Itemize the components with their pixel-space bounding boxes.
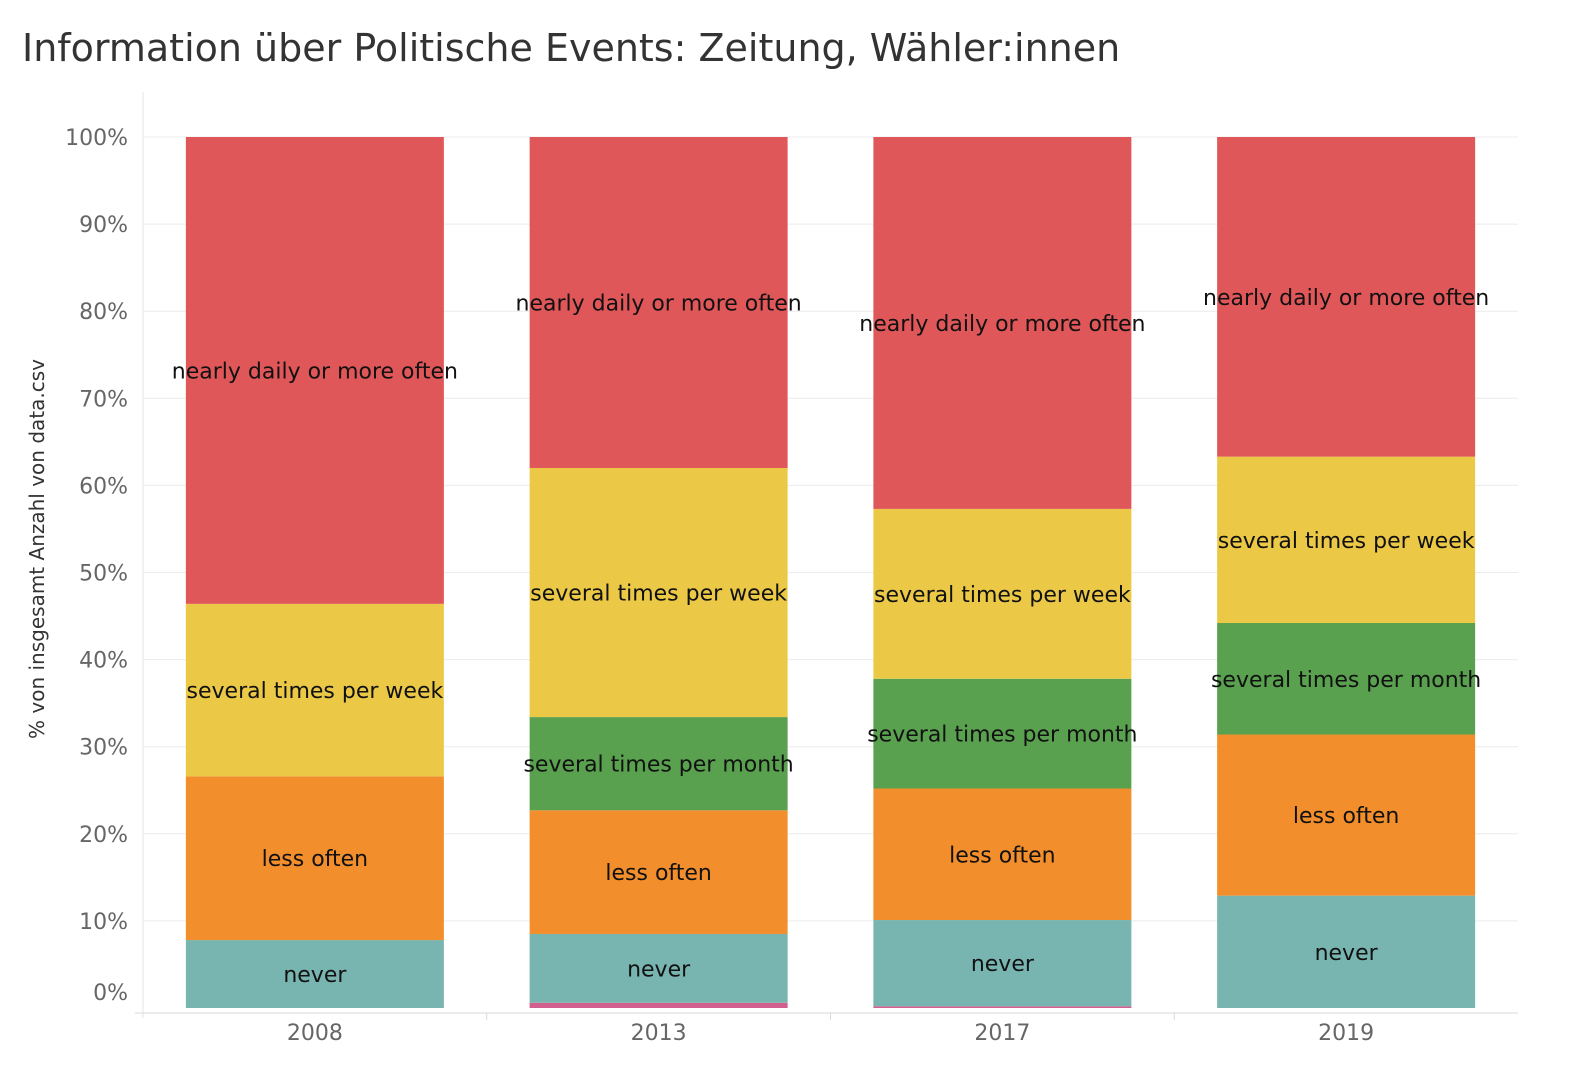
y-tick-label: 80%	[79, 300, 128, 325]
x-tick-label: 2017	[974, 1021, 1030, 1046]
segment-label: nearly daily or more often	[1203, 286, 1489, 311]
bar-segment	[529, 933, 788, 1003]
y-tick-label: 20%	[79, 823, 128, 848]
y-tick-label: 60%	[79, 474, 128, 499]
segment-label: nearly daily or more often	[516, 291, 802, 316]
segment-label: less often	[605, 861, 712, 886]
y-axis-title: % von insgesamt Anzahl von data.csv	[25, 359, 49, 739]
bar-segment	[1217, 734, 1476, 896]
bar-segment	[1217, 895, 1476, 1008]
segment-label: never	[971, 952, 1035, 977]
bar-segment	[185, 940, 444, 1008]
x-axis: 2008 2013 2017 2019	[135, 1012, 1518, 1046]
bar-segment	[873, 508, 1132, 679]
bar-segment	[529, 810, 788, 934]
y-axis: 0% 10% 20% 30% 40% 50% 60% 70% 80% 90% 100%	[65, 92, 144, 1018]
bar-segment	[529, 467, 788, 718]
y-tick-label: 100%	[65, 126, 128, 151]
bar-segment	[873, 1006, 1132, 1008]
bar-segment	[529, 1002, 788, 1008]
chart-title: Information über Politische Events: Zeit…	[22, 26, 1121, 70]
segment-label: several times per week	[1218, 529, 1475, 554]
segment-label: nearly daily or more often	[172, 359, 458, 384]
segment-label: nearly daily or more often	[859, 312, 1145, 337]
x-tick-label: 2013	[631, 1021, 687, 1046]
x-tick-label: 2019	[1318, 1021, 1374, 1046]
bar-segment	[185, 776, 444, 941]
y-tick-label: 30%	[79, 736, 128, 761]
y-tick-label: 0%	[93, 981, 128, 1006]
segment-label: less often	[262, 847, 369, 872]
segment-label: several times per month	[523, 753, 793, 778]
bar-segment	[529, 717, 788, 811]
bar-segment	[185, 137, 444, 604]
bar-segment	[529, 137, 788, 468]
bar-stacks	[185, 137, 1476, 1008]
bar-segment	[873, 137, 1132, 509]
x-tick-label: 2008	[287, 1021, 343, 1046]
segment-label: several times per month	[867, 723, 1137, 748]
segment-label: never	[1315, 941, 1379, 966]
bar-segment	[1217, 456, 1476, 624]
segment-label: several times per week	[187, 679, 444, 704]
segment-label: several times per month	[1211, 668, 1481, 693]
segment-label: several times per week	[530, 582, 787, 607]
y-tick-label: 10%	[79, 910, 128, 935]
y-tick-label: 40%	[79, 649, 128, 674]
bar-segment	[873, 678, 1132, 789]
segment-label: never	[627, 957, 691, 982]
y-tick-label: 50%	[79, 562, 128, 587]
bar-segment	[185, 603, 444, 777]
bar-segment	[873, 788, 1132, 921]
segment-label: less often	[949, 843, 1056, 868]
segment-label: several times per week	[874, 583, 1131, 608]
segment-label: never	[283, 963, 347, 988]
segment-label: less often	[1293, 804, 1400, 829]
bar-segment	[873, 920, 1132, 1007]
segment-labels: never less often several times per week nea…	[172, 286, 1489, 988]
bar-segment	[1217, 137, 1476, 457]
bar-segment	[1217, 623, 1476, 735]
y-tick-label: 70%	[79, 387, 128, 412]
y-tick-label: 90%	[79, 213, 128, 238]
